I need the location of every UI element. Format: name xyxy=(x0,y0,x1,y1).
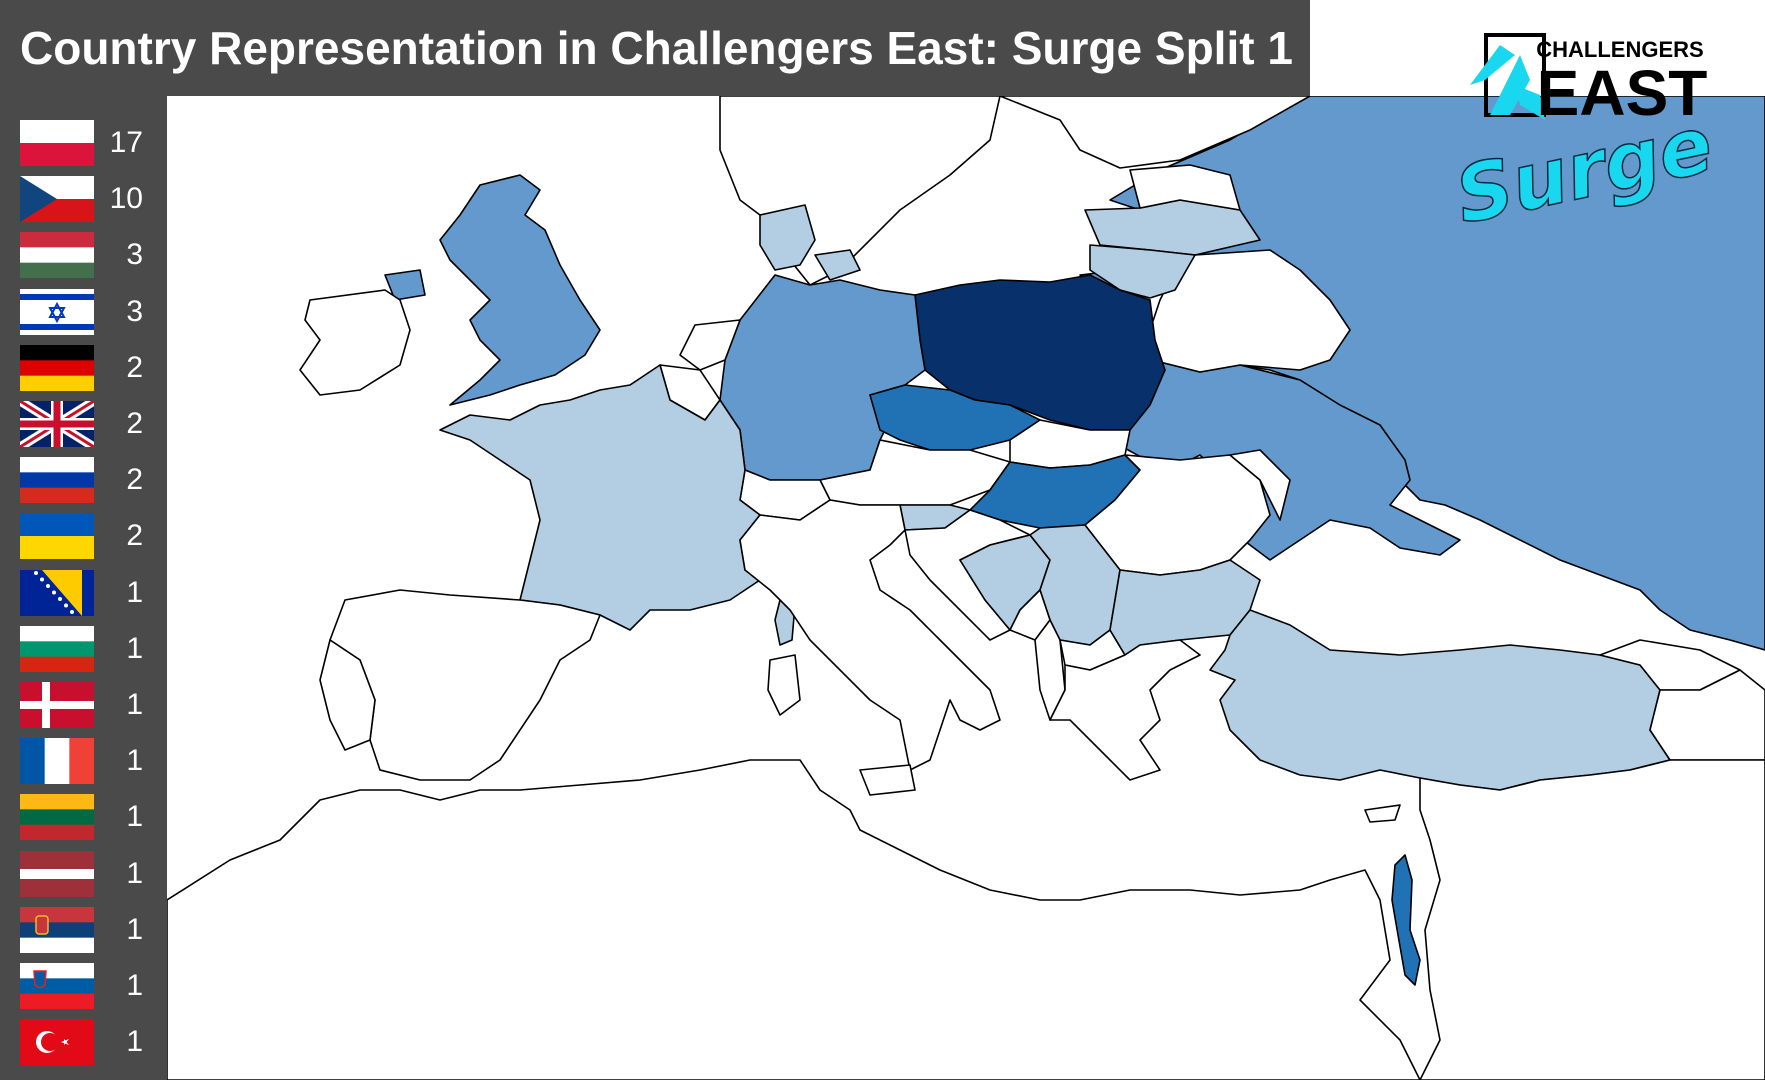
legend-row: 3 xyxy=(0,230,167,286)
logo-line2: EAST xyxy=(1537,57,1708,129)
legend-row: 1 xyxy=(0,680,167,736)
bulgaria-flag xyxy=(20,625,94,672)
legend-count: 1 xyxy=(126,912,143,946)
germany-flag xyxy=(20,344,94,391)
lithuania-flag xyxy=(20,794,94,841)
region-greece xyxy=(1049,639,1201,781)
legend-count: 1 xyxy=(126,1025,143,1059)
region-finland xyxy=(999,96,1311,169)
region-portugal xyxy=(319,639,376,751)
legend-row: 1 xyxy=(0,624,167,680)
region-cyprus xyxy=(1364,804,1401,823)
legend-row: 10 xyxy=(0,174,167,230)
legend-count: 1 xyxy=(126,688,143,721)
legend-row: 1 xyxy=(0,568,167,624)
title-bar: Country Representation in Challengers Ea… xyxy=(0,0,1310,96)
region-sweden xyxy=(719,96,1001,286)
poland-flag xyxy=(20,120,94,166)
legend-row: 1 xyxy=(0,905,167,961)
legend-count: 3 xyxy=(126,238,143,272)
latvia-flag xyxy=(20,850,94,897)
serbia-flag xyxy=(20,906,94,953)
region-turkey xyxy=(1209,609,1671,791)
hungary-flag xyxy=(20,232,94,279)
legend-row: 2 xyxy=(0,455,167,511)
region-northern-ireland xyxy=(384,269,426,301)
russia-flag xyxy=(20,457,94,504)
region-ireland xyxy=(299,289,411,396)
ukraine-flag xyxy=(20,513,94,560)
region-estonia xyxy=(1129,164,1241,211)
legend-row: 17 xyxy=(0,118,167,174)
legend-row: 2 xyxy=(0,511,167,567)
region-uk xyxy=(439,174,601,406)
legend-row: 3 xyxy=(0,287,167,343)
europe-map xyxy=(167,96,1765,1080)
legend-row: 1 xyxy=(0,736,167,792)
legend-count: 2 xyxy=(126,350,143,384)
denmark-flag xyxy=(20,682,94,728)
challengers-east-surge-logo: CHALLENGERS EAST Surge xyxy=(1460,33,1710,225)
region-sicily xyxy=(859,764,916,796)
legend-count: 10 xyxy=(109,182,143,216)
legend-count: 3 xyxy=(126,294,143,328)
region-spain xyxy=(329,589,601,781)
region-lithuania xyxy=(1089,244,1196,299)
czechia-flag xyxy=(20,176,94,223)
legend-row: 1 xyxy=(0,1017,167,1073)
logo-line1: CHALLENGERS xyxy=(1536,37,1703,62)
legend-row: 2 xyxy=(0,343,167,399)
legend-row: 1 xyxy=(0,849,167,905)
legend-count: 1 xyxy=(126,744,143,778)
region-armenia xyxy=(1649,669,1765,761)
uk-flag xyxy=(20,401,94,447)
israel-flag xyxy=(20,288,94,335)
legend-row: 2 xyxy=(0,399,167,455)
region-denmark xyxy=(759,204,816,271)
slovenia-flag xyxy=(20,963,94,1009)
region-netherlands xyxy=(679,319,741,371)
legend-count: 1 xyxy=(126,800,143,834)
legend-count: 1 xyxy=(126,631,143,665)
region-belarus xyxy=(1149,249,1351,373)
legend-count: 1 xyxy=(126,856,143,890)
legend-count: 2 xyxy=(126,463,143,497)
region-north-africa xyxy=(167,759,1421,1080)
region-denmark-islands xyxy=(814,249,861,281)
legend-count: 17 xyxy=(109,126,143,159)
region-france xyxy=(439,364,761,631)
map-title: Country Representation in Challengers Ea… xyxy=(20,22,1293,74)
legend-count: 2 xyxy=(126,519,143,553)
region-italy xyxy=(739,499,1001,771)
legend-count: 1 xyxy=(126,969,143,1002)
legend-row: 1 xyxy=(0,792,167,848)
legend-row: 1 xyxy=(0,961,167,1017)
region-montenegro xyxy=(1009,589,1051,641)
legend-count: 2 xyxy=(126,407,143,440)
turkey-flag xyxy=(20,1019,94,1066)
legend-count: 1 xyxy=(126,575,143,609)
bosnia-flag xyxy=(20,569,94,616)
region-sardinia xyxy=(767,654,801,716)
region-middle-east xyxy=(1419,759,1765,1080)
region-moldova xyxy=(1229,449,1291,521)
france-flag xyxy=(20,738,94,785)
region-israel xyxy=(1391,854,1421,986)
